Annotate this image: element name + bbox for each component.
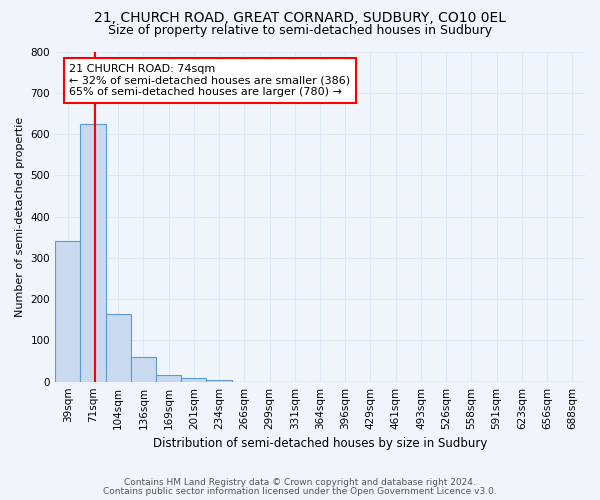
- Text: 21 CHURCH ROAD: 74sqm
← 32% of semi-detached houses are smaller (386)
65% of sem: 21 CHURCH ROAD: 74sqm ← 32% of semi-deta…: [70, 64, 350, 97]
- Bar: [55, 242, 80, 382]
- Bar: [131, 357, 156, 382]
- Y-axis label: Number of semi-detached propertie: Number of semi-detached propertie: [15, 116, 25, 316]
- Text: Contains public sector information licensed under the Open Government Licence v3: Contains public sector information licen…: [103, 487, 497, 496]
- Text: Contains HM Land Registry data © Crown copyright and database right 2024.: Contains HM Land Registry data © Crown c…: [124, 478, 476, 487]
- Bar: [206, 380, 232, 382]
- X-axis label: Distribution of semi-detached houses by size in Sudbury: Distribution of semi-detached houses by …: [153, 437, 487, 450]
- Bar: [106, 314, 131, 382]
- Text: 21, CHURCH ROAD, GREAT CORNARD, SUDBURY, CO10 0EL: 21, CHURCH ROAD, GREAT CORNARD, SUDBURY,…: [94, 11, 506, 25]
- Bar: [156, 376, 181, 382]
- Bar: [181, 378, 206, 382]
- Bar: [80, 124, 106, 382]
- Text: Size of property relative to semi-detached houses in Sudbury: Size of property relative to semi-detach…: [108, 24, 492, 37]
